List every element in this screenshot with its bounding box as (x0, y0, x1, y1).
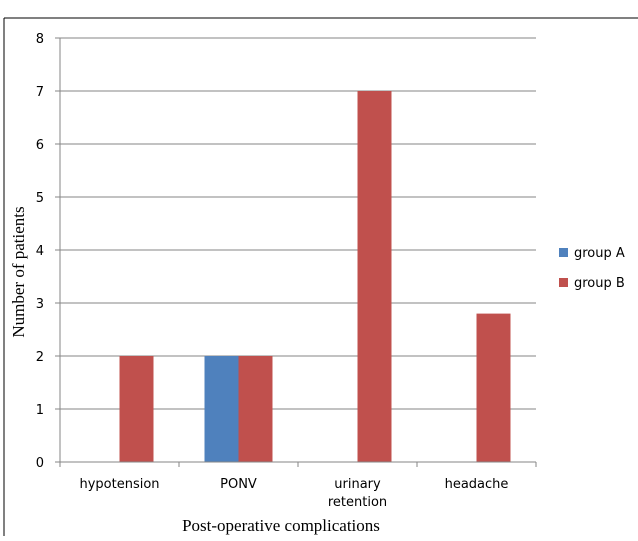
y-tick-label: 2 (36, 350, 44, 365)
y-tick-label: 6 (36, 138, 44, 153)
bars (119, 91, 511, 462)
x-tick-label: hypotension (79, 477, 159, 492)
bar-group-A-PONV (204, 356, 239, 462)
legend: group A group B (559, 246, 625, 291)
x-tick-label: urinary (334, 477, 381, 492)
y-tick-label: 7 (36, 85, 44, 100)
legend-swatch (559, 278, 568, 287)
x-tick-label: headache (445, 477, 509, 492)
x-tick-labels: hypotension PONV urinary retention headache (79, 477, 508, 510)
y-tick-label: 5 (36, 191, 44, 206)
bar-group-B-PONV (238, 356, 273, 462)
axes (55, 37, 537, 467)
bar-group-B-hypotension (119, 356, 154, 462)
y-tick-label: 4 (36, 244, 44, 259)
bar-group-B-headache (476, 313, 511, 462)
x-axis-label: Post-operative complications (182, 516, 380, 535)
y-tick-label: 3 (36, 297, 44, 312)
legend-label: group A (574, 246, 625, 261)
y-axis-label: Number of patients (9, 206, 28, 337)
legend-label: group B (574, 276, 625, 291)
chart-border (3, 17, 638, 536)
y-tick-label: 8 (36, 32, 44, 47)
x-tick-label: PONV (220, 477, 257, 492)
gridlines (60, 37, 536, 410)
legend-swatch (559, 248, 568, 257)
x-tick-label: retention (328, 495, 387, 510)
y-tick-labels: 0 1 2 3 4 5 6 7 8 (36, 32, 44, 471)
y-tick-label: 1 (36, 403, 44, 418)
bar-group-B-urinary-retention (357, 91, 392, 462)
y-tick-label: 0 (36, 456, 44, 471)
